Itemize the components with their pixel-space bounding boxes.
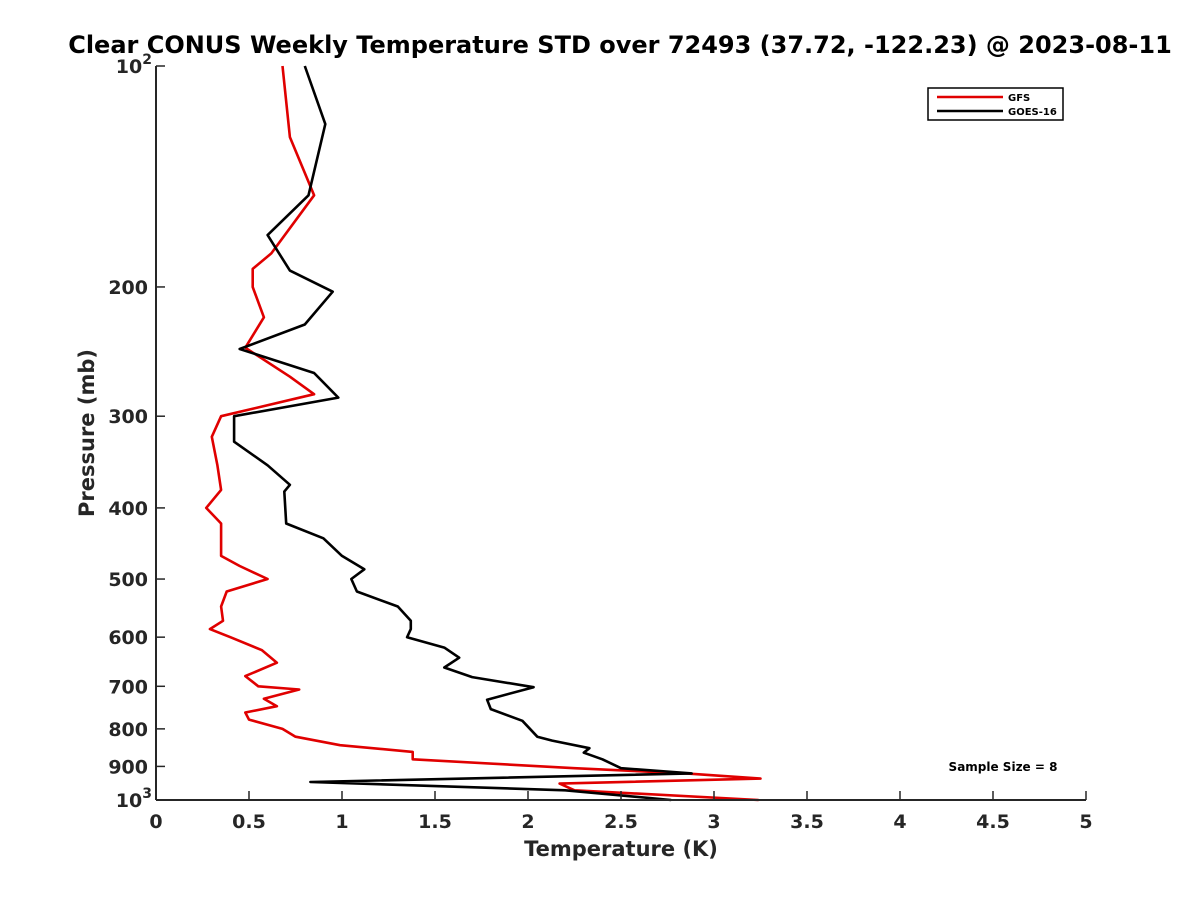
x-tick-label: 4 (893, 811, 906, 833)
x-tick-label: 3 (707, 811, 720, 833)
legend-label-goes16: GOES-16 (1008, 107, 1057, 118)
y-tick-label: 102 (116, 52, 152, 78)
y-tick-label: 900 (108, 756, 148, 778)
sample-size-annotation: Sample Size = 8 (949, 760, 1058, 774)
y-tick-label: 800 (108, 719, 148, 741)
x-tick-label: 2.5 (604, 811, 638, 833)
y-tick-label: 700 (108, 676, 148, 698)
y-tick-label: 600 (108, 627, 148, 649)
y-axis-ticks: 102 200 300 400 500 600 700 800 900 103 (108, 52, 165, 812)
y-tick-label: 103 (116, 786, 152, 812)
y-tick-label: 200 (108, 277, 148, 299)
x-tick-label: 1 (335, 811, 348, 833)
x-tick-label: 4.5 (976, 811, 1010, 833)
x-tick-label: 3.5 (790, 811, 824, 833)
x-tick-label: 0.5 (232, 811, 266, 833)
x-tick-label: 2 (521, 811, 534, 833)
chart-title: Clear CONUS Weekly Temperature STD over … (68, 31, 1172, 59)
legend-box (927, 87, 1064, 121)
x-tick-label: 5 (1079, 811, 1092, 833)
y-tick-label: 400 (108, 498, 148, 520)
y-tick-label: 500 (108, 569, 148, 591)
y-tick-label: 300 (108, 406, 148, 428)
y-axis-label: Pressure (mb) (75, 349, 99, 517)
series-layer (204, 65, 762, 802)
x-axis-label: Temperature (K) (524, 837, 718, 861)
x-tick-label: 1.5 (418, 811, 452, 833)
series-line-goes16 (232, 65, 694, 802)
legend: GFS GOES-16 (927, 87, 1064, 121)
x-tick-label: 0 (149, 811, 162, 833)
legend-label-gfs: GFS (1008, 93, 1030, 104)
x-axis-ticks: 0 0.5 1 1.5 2 2.5 3 3.5 4 4.5 5 (149, 791, 1093, 833)
